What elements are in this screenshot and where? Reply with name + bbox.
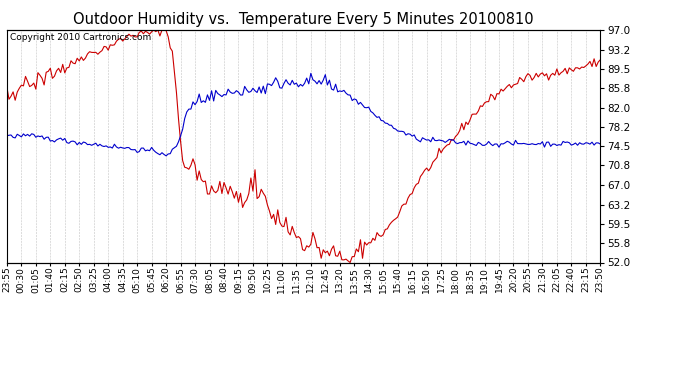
Title: Outdoor Humidity vs.  Temperature Every 5 Minutes 20100810: Outdoor Humidity vs. Temperature Every 5…	[73, 12, 534, 27]
Text: Copyright 2010 Cartronics.com: Copyright 2010 Cartronics.com	[10, 33, 151, 42]
